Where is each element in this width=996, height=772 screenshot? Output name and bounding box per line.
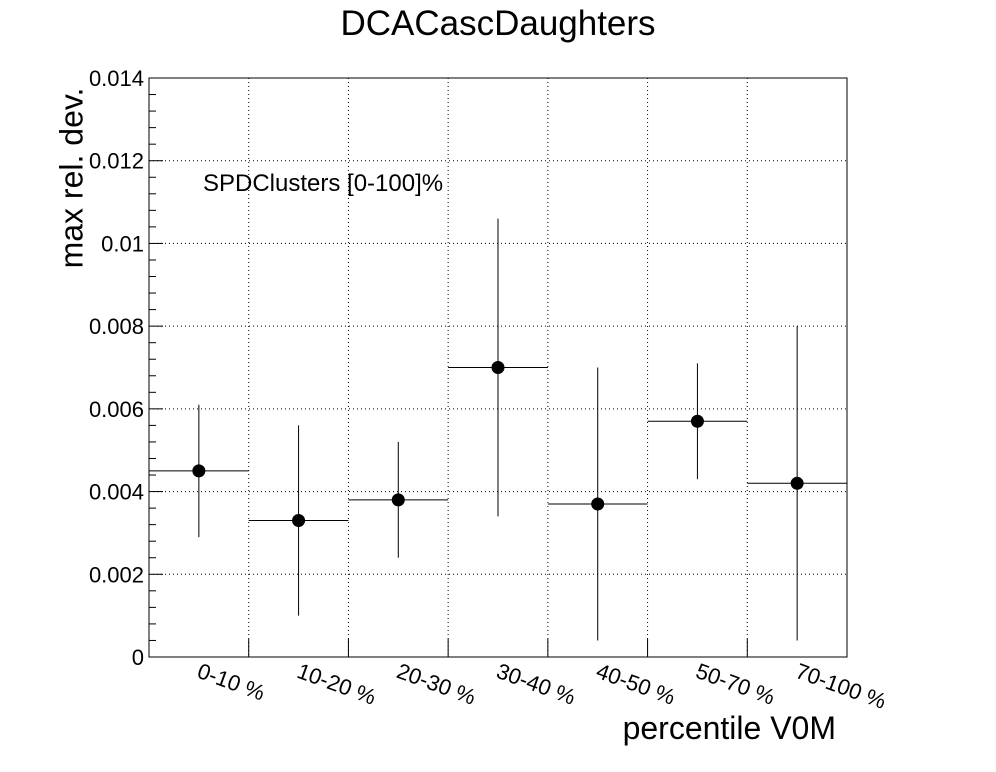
x-tick-label: 20-30 % — [394, 658, 480, 710]
x-tick-label: 70-100 % — [792, 658, 889, 714]
x-tick-label: 0-10 % — [194, 658, 268, 705]
data-series — [149, 218, 847, 641]
data-point-group — [747, 326, 847, 641]
x-tick-label: 30-40 % — [493, 658, 579, 710]
data-point — [391, 493, 405, 507]
data-point-group — [448, 218, 548, 517]
x-tick-label: 50-70 % — [693, 658, 779, 710]
axis-ticks — [149, 77, 748, 658]
y-tick-label: 0 — [132, 645, 144, 670]
data-point — [292, 514, 306, 528]
y-tick-label: 0.012 — [89, 149, 144, 174]
data-point-group — [547, 367, 648, 641]
y-tick-label: 0.008 — [89, 314, 144, 339]
y-tick-label: 0.01 — [101, 231, 144, 256]
y-tick-label: 0.004 — [89, 480, 144, 505]
data-point-group — [248, 425, 349, 616]
data-point — [192, 464, 206, 478]
y-tick-labels: 0 0.002 0.004 0.006 0.008 0.01 0.012 0.014 — [89, 66, 144, 670]
data-point — [690, 414, 704, 428]
chart-title: DCACascDaughters — [340, 4, 656, 43]
chart-annotation: SPDClusters [0-100]% — [203, 170, 444, 197]
x-tick-label: 40-50 % — [593, 658, 679, 710]
x-tick-labels: 0-10 % 10-20 % 20-30 % 30-40 % 40-50 % 50-70 … — [194, 658, 889, 714]
x-axis-label: percentile V0M — [622, 710, 836, 746]
data-point — [491, 361, 505, 374]
y-tick-label: 0.002 — [89, 562, 144, 587]
x-tick-label: 10-20 % — [294, 658, 380, 710]
plot-frame — [148, 77, 848, 658]
data-point — [790, 476, 804, 490]
y-tick-label: 0.014 — [89, 66, 144, 91]
y-tick-label: 0.006 — [89, 397, 144, 422]
data-point — [591, 497, 605, 511]
data-point-group — [348, 441, 449, 558]
data-point-group — [149, 404, 249, 538]
y-axis-label: max rel. dev. — [53, 87, 90, 269]
data-point-group — [647, 363, 748, 480]
